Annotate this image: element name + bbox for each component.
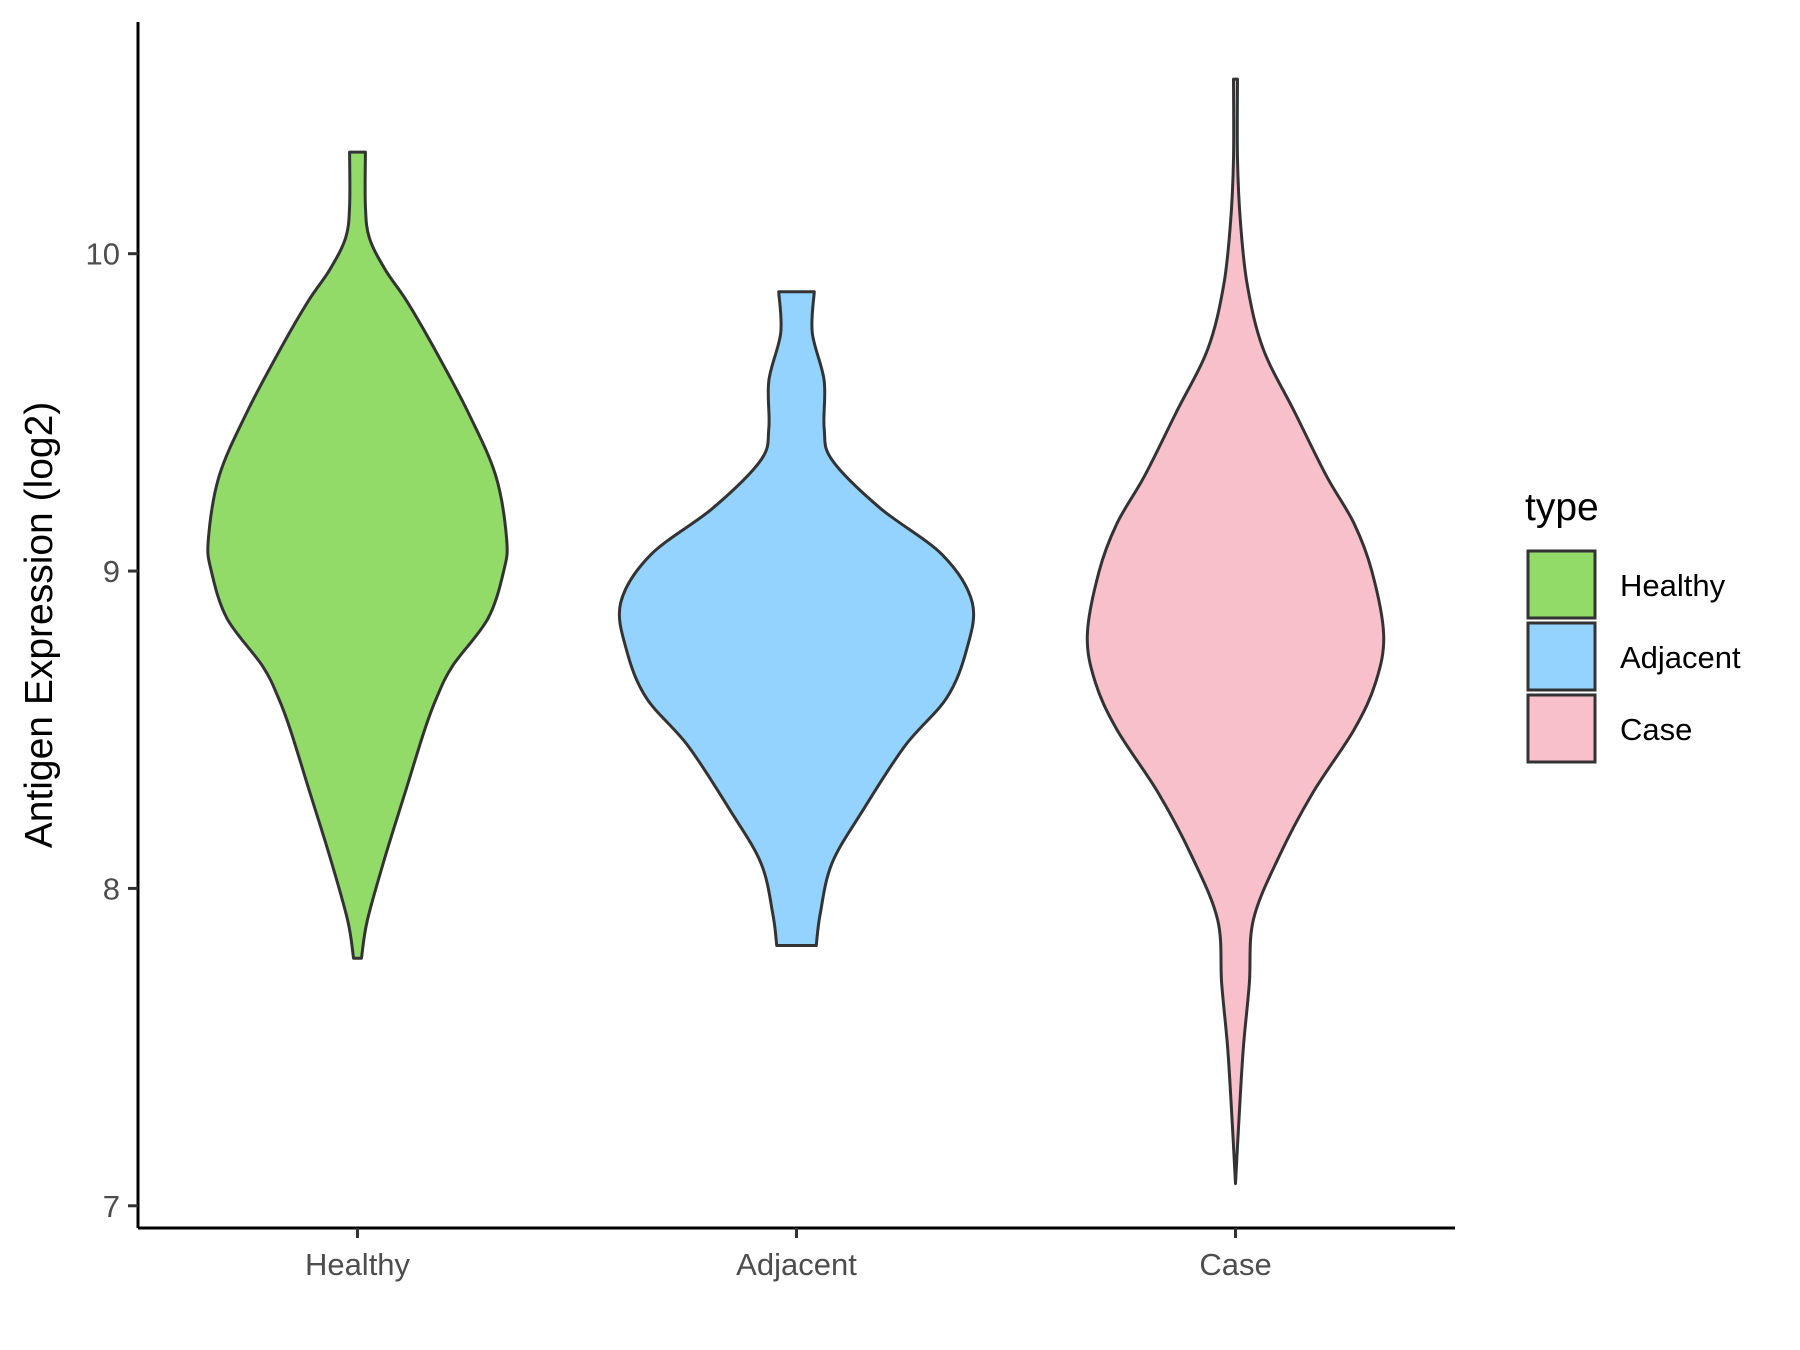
x-tick-label: Case (1199, 1247, 1271, 1282)
violin-case (1085, 77, 1386, 1186)
legend-key-healthy (1526, 549, 1597, 620)
y-tick-label: 8 (103, 871, 120, 906)
axes: 7 8 9 10 Healthy Adjacent Case (86, 22, 1455, 1282)
x-tick-label: Adjacent (736, 1247, 857, 1282)
y-tick-label: 10 (86, 237, 120, 272)
y-tick-label: 9 (103, 554, 120, 589)
y-axis-title: Antigen Expression (log2) (18, 402, 61, 849)
y-ticks: 7 8 9 10 (86, 237, 138, 1224)
violin-layer (206, 77, 1386, 1186)
legend-label-adjacent: Adjacent (1620, 640, 1741, 675)
x-tick-label: Healthy (305, 1247, 411, 1282)
legend-label-healthy: Healthy (1620, 568, 1726, 603)
y-tick-label: 7 (103, 1189, 120, 1224)
legend-key-case (1526, 693, 1597, 764)
legend-label-case: Case (1620, 712, 1692, 747)
legend-entries: Healthy Adjacent Case (1526, 549, 1741, 764)
legend-key-adjacent (1526, 621, 1597, 692)
x-ticks: Healthy Adjacent Case (305, 1228, 1272, 1282)
violin-healthy (206, 150, 509, 960)
legend-title: type (1525, 486, 1599, 529)
violin-adjacent (617, 290, 976, 948)
legend: type Healthy Adjacent Case (1525, 486, 1741, 764)
